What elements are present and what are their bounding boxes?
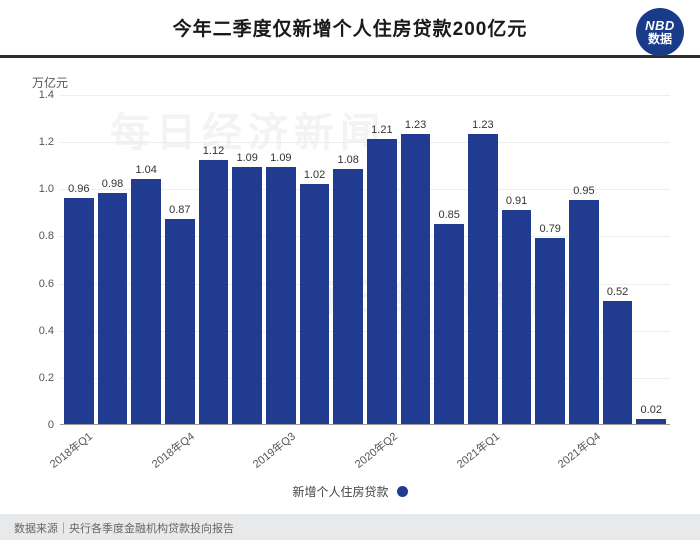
bar-column: 1.23 bbox=[468, 95, 498, 424]
bar-rect bbox=[199, 160, 229, 424]
bar-rect bbox=[603, 301, 633, 424]
bar-rect bbox=[131, 179, 161, 424]
bar-value-label: 1.09 bbox=[270, 152, 291, 164]
bar-value-label: 0.85 bbox=[439, 209, 460, 221]
bar-column: 1.08 bbox=[333, 95, 363, 424]
bar-rect bbox=[165, 219, 195, 424]
bar-rect bbox=[636, 419, 666, 424]
y-tick-label: 0.6 bbox=[24, 278, 54, 290]
bar-rect bbox=[232, 167, 262, 424]
bar-value-label: 1.02 bbox=[304, 169, 325, 181]
bar-value-label: 0.02 bbox=[641, 404, 662, 416]
nbd-logo: NBD 数据 bbox=[636, 8, 684, 56]
bar-column: 0.02 bbox=[636, 95, 666, 424]
x-tick-label: 2020年Q2 bbox=[351, 428, 400, 471]
legend-swatch bbox=[397, 486, 408, 497]
source-footer: 数据来源｜央行各季度金融机构贷款投向报告 bbox=[0, 514, 700, 540]
y-tick-label: 1.0 bbox=[24, 183, 54, 195]
bar-value-label: 1.04 bbox=[135, 164, 156, 176]
bar-rect bbox=[300, 184, 330, 424]
bar-column: 1.04 bbox=[131, 95, 161, 424]
bar-value-label: 1.12 bbox=[203, 145, 224, 157]
bar-value-label: 0.87 bbox=[169, 204, 190, 216]
bar-rect bbox=[266, 167, 296, 424]
bar-rect bbox=[98, 193, 128, 424]
bar-rect bbox=[434, 224, 464, 424]
bar-value-label: 1.23 bbox=[405, 119, 426, 131]
bar-rect bbox=[468, 134, 498, 424]
x-tick-label: 2018年Q1 bbox=[46, 428, 95, 471]
source-text: 数据来源｜央行各季度金融机构贷款投向报告 bbox=[14, 523, 234, 535]
bar-rect bbox=[502, 210, 532, 425]
logo-text-bottom: 数据 bbox=[648, 33, 672, 45]
bar-column: 0.91 bbox=[502, 95, 532, 424]
bar-rect bbox=[569, 200, 599, 424]
bar-value-label: 0.95 bbox=[573, 185, 594, 197]
x-axis: 2018年Q12018年Q42019年Q32020年Q22021年Q12021年… bbox=[60, 425, 670, 475]
bar-value-label: 0.98 bbox=[102, 178, 123, 190]
bar-column: 0.52 bbox=[603, 95, 633, 424]
bar-column: 0.95 bbox=[569, 95, 599, 424]
bar-rect bbox=[535, 238, 565, 424]
x-tick-label: 2018年Q4 bbox=[148, 428, 197, 471]
bar-column: 1.09 bbox=[232, 95, 262, 424]
logo-text-top: NBD bbox=[645, 19, 675, 32]
bar-value-label: 1.09 bbox=[236, 152, 257, 164]
plot-area: 每日经济新闻每日经济新闻00.20.40.60.81.01.21.40.960.… bbox=[60, 95, 670, 425]
bar-rect bbox=[64, 198, 94, 424]
legend: 新增个人住房贷款 bbox=[20, 483, 680, 500]
bar-value-label: 0.91 bbox=[506, 195, 527, 207]
bar-value-label: 0.96 bbox=[68, 183, 89, 195]
bar-column: 1.23 bbox=[401, 95, 431, 424]
chart-header: 今年二季度仅新增个人住房贷款200亿元 NBD 数据 bbox=[0, 0, 700, 58]
bar-value-label: 1.21 bbox=[371, 124, 392, 136]
bar-column: 0.85 bbox=[434, 95, 464, 424]
bar-column: 1.09 bbox=[266, 95, 296, 424]
bar-rect bbox=[401, 134, 431, 424]
chart-container: 万亿元 每日经济新闻每日经济新闻00.20.40.60.81.01.21.40.… bbox=[0, 58, 700, 500]
x-tick-label: 2021年Q1 bbox=[453, 428, 502, 471]
bar-rect bbox=[333, 169, 363, 424]
bars-group: 0.96 0.98 1.04 0.87 1.12 1.09 1.09 1.02 1.08 1.21… bbox=[60, 95, 670, 424]
y-tick-label: 0 bbox=[24, 419, 54, 431]
bar-column: 1.12 bbox=[199, 95, 229, 424]
bar-value-label: 1.23 bbox=[472, 119, 493, 131]
bar-column: 0.87 bbox=[165, 95, 195, 424]
bar-column: 1.02 bbox=[300, 95, 330, 424]
bar-column: 0.98 bbox=[98, 95, 128, 424]
y-tick-label: 0.4 bbox=[24, 325, 54, 337]
y-axis-label: 万亿元 bbox=[32, 74, 680, 91]
x-tick-label: 2021年Q4 bbox=[554, 428, 603, 471]
y-tick-label: 0.8 bbox=[24, 230, 54, 242]
y-tick-label: 1.2 bbox=[24, 136, 54, 148]
bar-value-label: 0.52 bbox=[607, 286, 628, 298]
bar-value-label: 0.79 bbox=[540, 223, 561, 235]
chart-title: 今年二季度仅新增个人住房贷款200亿元 bbox=[20, 14, 680, 41]
bar-rect bbox=[367, 139, 397, 424]
bar-column: 0.96 bbox=[64, 95, 94, 424]
bar-column: 0.79 bbox=[535, 95, 565, 424]
legend-label: 新增个人住房贷款 bbox=[292, 483, 388, 500]
x-tick-label: 2019年Q3 bbox=[249, 428, 298, 471]
y-tick-label: 0.2 bbox=[24, 372, 54, 384]
bar-column: 1.21 bbox=[367, 95, 397, 424]
y-tick-label: 1.4 bbox=[24, 89, 54, 101]
bar-value-label: 1.08 bbox=[337, 154, 358, 166]
